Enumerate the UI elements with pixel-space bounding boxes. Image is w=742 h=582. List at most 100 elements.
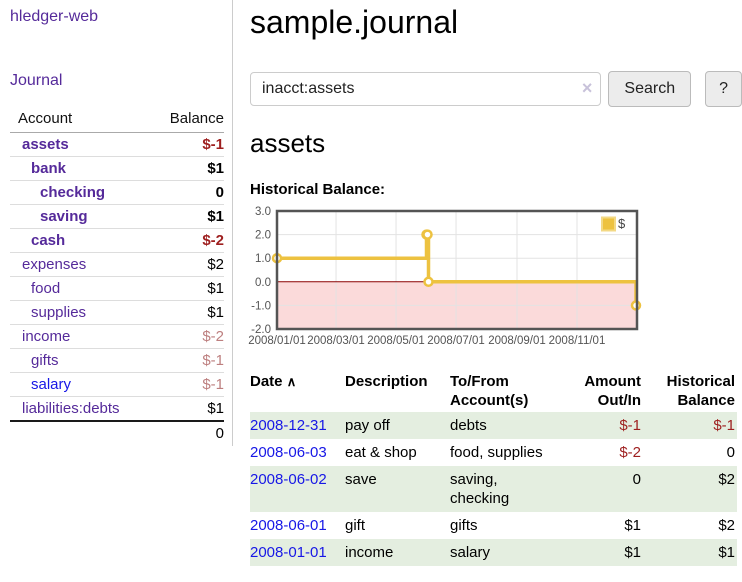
account-balance: 0 (153, 181, 224, 205)
y-axis-tick-label: 3.0 (255, 206, 271, 218)
register-header-row: Date ∧ Description To/From Account(s) Am… (250, 370, 737, 412)
account-name-cell: income (10, 325, 153, 349)
accounts-total-spacer (10, 421, 153, 445)
transaction-accounts: food, supplies (450, 439, 555, 466)
account-row: bank $1 (10, 157, 224, 181)
transaction-date-link[interactable]: 2008-12-31 (250, 417, 327, 434)
sidebar-item-journal[interactable]: Journal (10, 72, 62, 90)
transaction-accounts: debts (450, 412, 555, 439)
accounts-total-value: 0 (153, 421, 224, 445)
transaction-date-cell: 2008-06-02 (250, 466, 345, 512)
account-row: supplies $1 (10, 301, 224, 325)
table-row: 2008-06-02savesaving, checking0$2 (250, 466, 737, 512)
column-header-description: Description (345, 370, 450, 412)
transaction-date-link[interactable]: 2008-06-03 (250, 444, 327, 461)
x-axis-tick-label: 2008/01/01 (248, 335, 306, 347)
transaction-date-cell: 2008-06-03 (250, 439, 345, 466)
account-name-cell: bank (10, 157, 153, 181)
account-link[interactable]: income (22, 328, 70, 345)
transaction-balance: $-1 (645, 412, 737, 439)
account-link[interactable]: cash (31, 232, 65, 249)
account-row: cash $-2 (10, 229, 224, 253)
historical-balance-chart[interactable]: 2008/01/012008/03/012008/05/012008/07/01… (250, 208, 742, 350)
account-name-cell: saving (10, 205, 153, 229)
transaction-balance: $2 (645, 466, 737, 512)
account-row: income $-2 (10, 325, 224, 349)
search-input[interactable] (250, 72, 601, 106)
table-row: 2008-06-03 eat & shopfood, supplies$-20 (250, 439, 737, 466)
y-axis-tick-label: -2.0 (251, 324, 271, 336)
transaction-description: gift (345, 512, 450, 539)
accounts-header-account: Account (10, 106, 153, 133)
transaction-accounts: saving, checking (450, 466, 555, 512)
account-row: food$1 (10, 277, 224, 301)
account-balance: $1 (153, 157, 224, 181)
transaction-description: eat & shop (345, 439, 450, 466)
account-name-cell: liabilities:debts (10, 397, 153, 422)
transaction-date-link[interactable]: 2008-06-01 (250, 517, 327, 534)
clear-search-icon[interactable]: × (582, 77, 593, 99)
y-axis-tick-label: 0.0 (255, 277, 271, 289)
account-link[interactable]: bank (31, 160, 66, 177)
transaction-amount: 0 (555, 466, 645, 512)
legend-swatch-icon (602, 218, 615, 231)
transaction-accounts: salary (450, 539, 555, 566)
account-link[interactable]: supplies (31, 304, 86, 321)
x-axis-tick-label: 2008/03/01 (307, 335, 365, 347)
x-axis-tick-label: 2008/07/01 (427, 335, 485, 347)
table-row: 2008-12-31pay offdebts$-1$-1 (250, 412, 737, 439)
transaction-amount: $-1 (555, 412, 645, 439)
accounts-table-header-row: Account Balance (10, 106, 224, 133)
account-row: gifts $-1 (10, 349, 224, 373)
account-link[interactable]: liabilities:debts (22, 400, 120, 417)
column-header-date[interactable]: Date ∧ (250, 370, 345, 412)
table-row: 2008-06-01giftgifts$1$2 (250, 512, 737, 539)
account-balance: $-2 (153, 325, 224, 349)
accounts-table: Account Balance assets $-1 bank $1 checking 0… (10, 106, 224, 445)
account-link[interactable]: saving (40, 208, 88, 225)
transaction-description: pay off (345, 412, 450, 439)
transaction-date-cell: 2008-12-31 (250, 412, 345, 439)
transaction-amount: $1 (555, 539, 645, 566)
transaction-date-link[interactable]: 2008-01-01 (250, 544, 327, 561)
app-title-link[interactable]: hledger-web (10, 8, 98, 26)
column-header-balance: Historical Balance (645, 370, 737, 412)
account-name-cell: assets (10, 133, 153, 157)
search-button[interactable]: Search (608, 71, 691, 107)
account-link[interactable]: food (31, 280, 60, 297)
account-link[interactable]: salary (31, 376, 71, 393)
account-link[interactable]: expenses (22, 256, 86, 273)
account-link[interactable]: gifts (31, 352, 59, 369)
column-header-accounts: To/From Account(s) (450, 370, 555, 412)
account-row: expenses$2 (10, 253, 224, 277)
transaction-balance: 0 (645, 439, 737, 466)
account-link[interactable]: checking (40, 184, 105, 201)
main-content: sample.journal × Search ? assets Histori… (250, 0, 742, 566)
account-balance: $-1 (153, 349, 224, 373)
account-heading: assets (250, 128, 742, 159)
column-header-date-label: Date (250, 373, 283, 390)
account-name-cell: supplies (10, 301, 153, 325)
account-name-cell: checking (10, 181, 153, 205)
search-box: × (250, 72, 601, 106)
account-balance: $1 (153, 205, 224, 229)
transaction-date-link[interactable]: 2008-06-02 (250, 471, 327, 488)
account-balance: $1 (153, 301, 224, 325)
help-button[interactable]: ? (705, 71, 742, 107)
transaction-amount: $-2 (555, 439, 645, 466)
y-axis-tick-label: 1.0 (255, 253, 271, 265)
account-link[interactable]: assets (22, 136, 69, 153)
accounts-total-row: 0 (10, 421, 224, 445)
account-row: checking 0 (10, 181, 224, 205)
account-name-cell: gifts (10, 349, 153, 373)
x-axis-tick-label: 2008/09/01 (488, 335, 546, 347)
account-row: salary$-1 (10, 373, 224, 397)
page-title: sample.journal (250, 4, 742, 41)
account-balance: $1 (153, 397, 224, 422)
data-point (425, 278, 433, 286)
chart-title: Historical Balance: (250, 181, 742, 198)
table-row: 2008-01-01incomesalary$1$1 (250, 539, 737, 566)
account-row: liabilities:debts $1 (10, 397, 224, 422)
transaction-accounts: gifts (450, 512, 555, 539)
account-balance: $-2 (153, 229, 224, 253)
